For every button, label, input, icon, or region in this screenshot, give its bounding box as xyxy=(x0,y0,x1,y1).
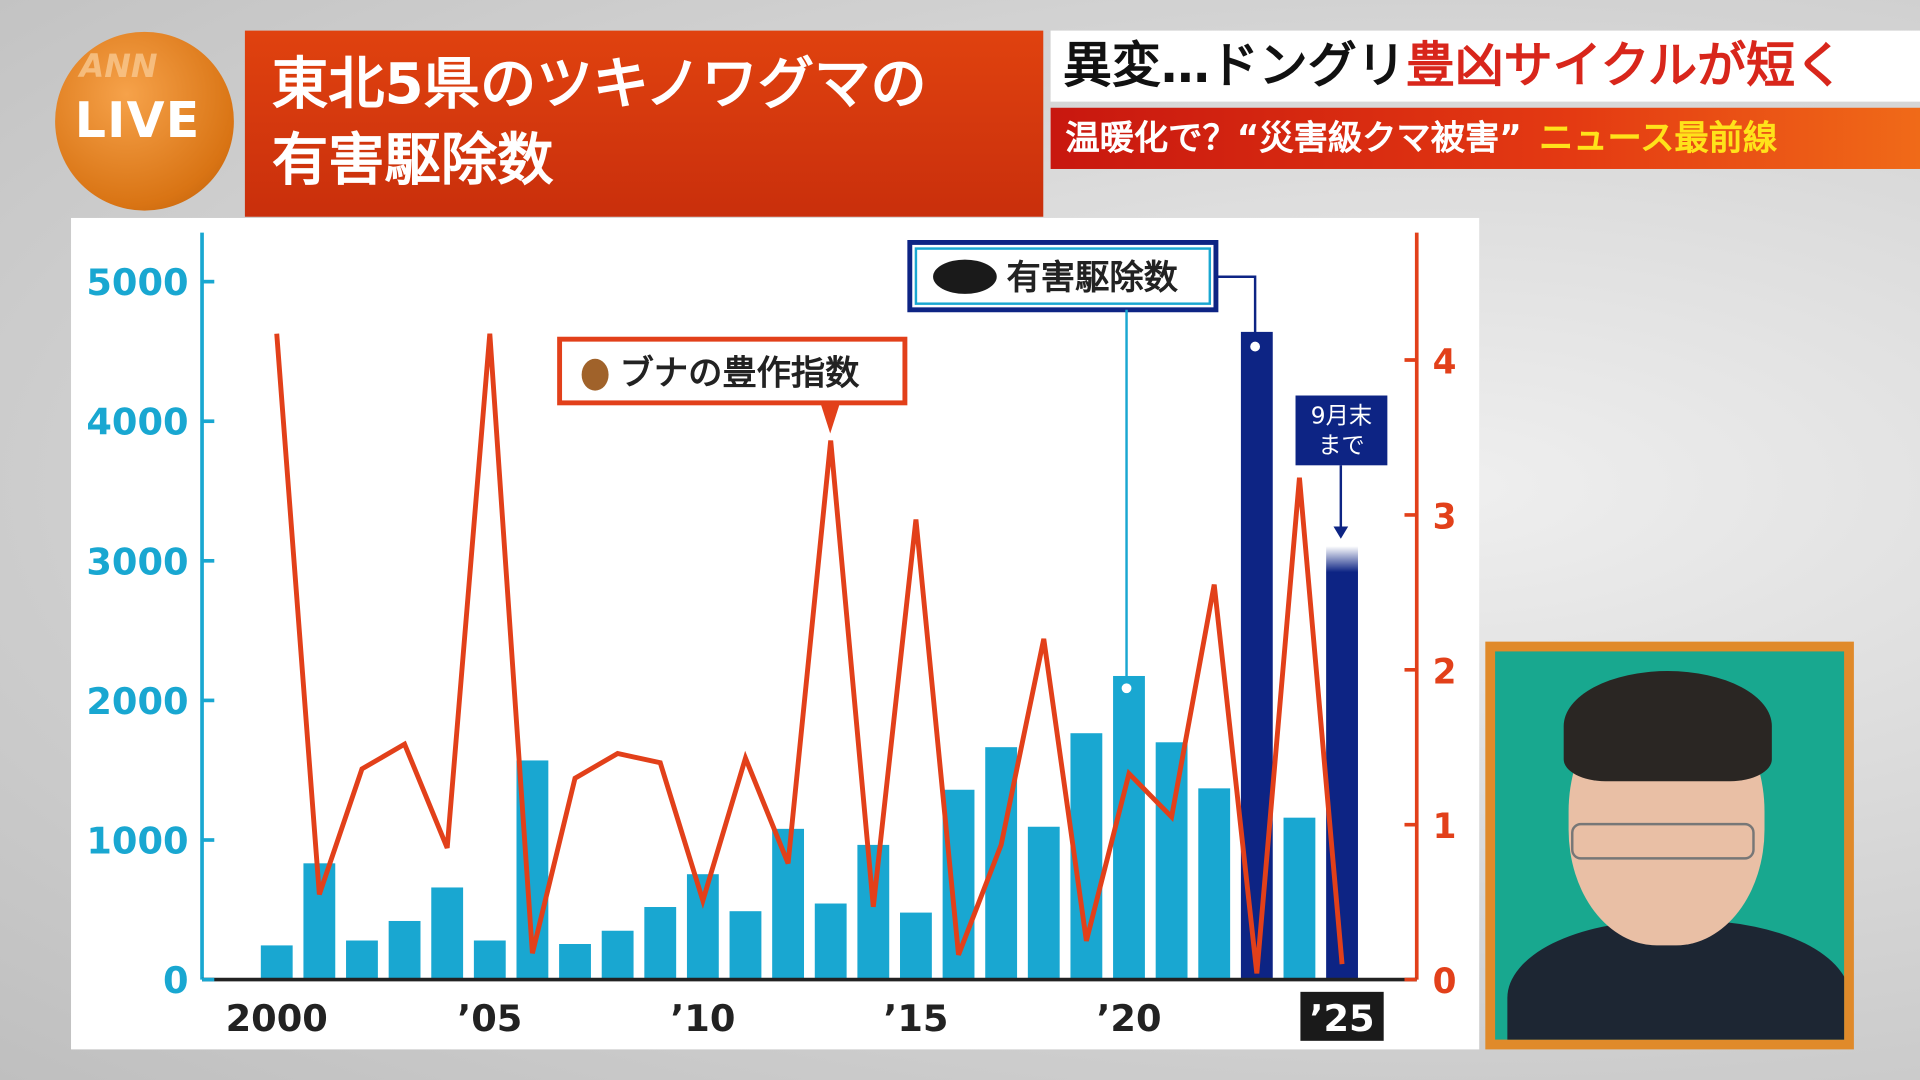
bar-2009 xyxy=(644,907,677,980)
x-tick-label: ’15 xyxy=(883,997,948,1040)
x-tick-highlight-bg xyxy=(1300,991,1384,1041)
headline-black: 異変…ドングリ xyxy=(1062,37,1406,95)
bar-2011 xyxy=(729,911,762,980)
bar-2005 xyxy=(473,940,506,980)
bar-2024 xyxy=(1283,817,1316,980)
x-tick-label: ’10 xyxy=(670,997,735,1040)
bar-2021 xyxy=(1155,742,1188,980)
bar-2004 xyxy=(431,887,464,980)
title-line-2: 有害駆除数 xyxy=(271,126,554,193)
x-tick-label: ’25 xyxy=(1310,997,1375,1040)
bar-2014 xyxy=(857,844,890,980)
sub-headline-text: 温暖化で？“災害級クマ被害” xyxy=(1065,117,1522,158)
right-tick-label: 4 xyxy=(1433,342,1457,382)
bar-2010 xyxy=(686,874,719,980)
bar-2022 xyxy=(1198,788,1231,980)
headline-red: 豊凶サイクルが短く xyxy=(1405,37,1845,95)
left-tick-label: 5000 xyxy=(86,261,188,304)
bear-icon xyxy=(933,259,997,294)
commentator-video xyxy=(1485,641,1854,1050)
beech-legend-label: ブナの豊作指数 xyxy=(620,353,861,393)
logo-live-text: LIVE xyxy=(74,93,201,150)
left-tick-label: 1000 xyxy=(86,819,188,862)
right-tick-label: 2 xyxy=(1433,652,1457,692)
bar-2008 xyxy=(601,930,634,980)
leader-2020-dot xyxy=(1119,680,1134,696)
left-tick-label: 0 xyxy=(163,959,189,1002)
bar-2013 xyxy=(814,903,847,980)
x-tick-label: 2000 xyxy=(226,997,328,1040)
bar-2025 xyxy=(1326,546,1358,980)
right-tick-label: 3 xyxy=(1433,497,1457,537)
left-tick-label: 4000 xyxy=(86,401,188,444)
chart-svg: 0 1000 2000 3000 4000 5000 0 1 2 3 4 2000 ’05 ’10 ’15 ’… xyxy=(86,232,1457,1041)
acorn-icon xyxy=(581,358,609,391)
bar-2018 xyxy=(1027,826,1060,980)
chart-title-box: 東北5県のツキノワグマの 有害駆除数 xyxy=(244,30,1044,217)
headline-bar: 異変…ドングリ豊凶サイクルが短く xyxy=(1050,30,1920,102)
partial-year-arrowhead xyxy=(1333,526,1349,539)
bar-2002 xyxy=(346,940,378,980)
chart-panel: 0 1000 2000 3000 4000 5000 0 1 2 3 4 2000 ’05 ’10 ’15 ’… xyxy=(71,217,1480,1050)
partial-year-note: 9月末まで xyxy=(1310,402,1373,459)
ann-news-live-logo: ANN LIVE xyxy=(55,31,234,211)
bar-2007 xyxy=(559,944,591,980)
beech-index-line xyxy=(274,333,1345,974)
bar-2015 xyxy=(900,912,932,980)
x-tick-label: ’20 xyxy=(1096,997,1161,1040)
left-tick-label: 2000 xyxy=(86,680,188,723)
leader-2023 xyxy=(1215,275,1257,345)
logo-ann-text: ANN xyxy=(79,48,158,86)
title-line-1: 東北5県のツキノワグマの xyxy=(271,50,927,117)
beech-legend-box xyxy=(557,336,908,406)
right-tick-label: 1 xyxy=(1433,807,1457,847)
left-tick-label: 3000 xyxy=(86,540,188,583)
sub-headline-bar: 温暖化で？“災害級クマ被害” ニュース最前線 xyxy=(1050,107,1920,169)
bar-2000 xyxy=(260,945,293,980)
right-tick-label: 0 xyxy=(1433,962,1457,1002)
person-hair xyxy=(1563,671,1772,782)
glasses xyxy=(1571,822,1755,860)
beech-legend-pointer xyxy=(820,402,841,434)
program-name: ニュース最前線 xyxy=(1538,117,1778,158)
bar-2020 xyxy=(1113,675,1145,980)
partial-year-note-box: 9月末まで xyxy=(1295,395,1388,466)
bar-2003 xyxy=(388,920,421,980)
x-tick-label: ’05 xyxy=(457,997,522,1040)
cull-legend-inner xyxy=(914,247,1212,305)
cull-legend-label: 有害駆除数 xyxy=(1007,258,1179,298)
leader-2023-dot xyxy=(1247,339,1263,354)
